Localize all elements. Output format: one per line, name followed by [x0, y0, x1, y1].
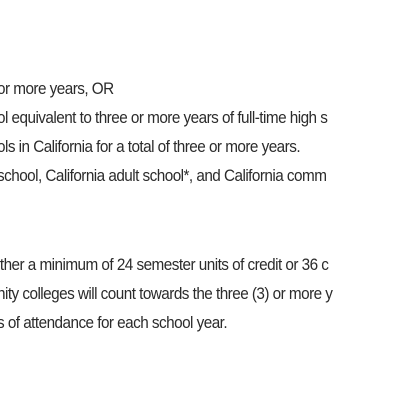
text-line: ol equivalent to three or more years of … [0, 108, 328, 127]
text-line: ols in California for a total of three o… [0, 137, 301, 156]
text-line: ither a minimum of 24 semester units of … [0, 255, 329, 274]
text-line: s of attendance for each school year. [0, 313, 228, 332]
text-line: school, California adult school*, and Ca… [0, 166, 327, 185]
text-line: nity colleges will count towards the thr… [0, 284, 333, 303]
text-line: or more years, OR [0, 79, 114, 98]
